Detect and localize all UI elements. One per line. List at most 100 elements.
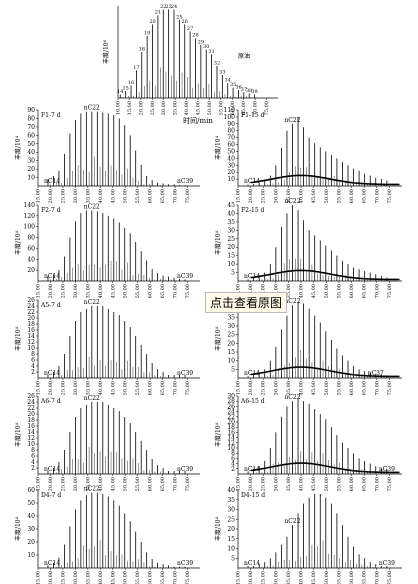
unresolved-complex-mixture [250,174,400,186]
x-tick-label: 40.00 [184,101,190,115]
x-tick-label: 55.00 [336,477,342,491]
x-tick-label: 30.00 [73,284,79,298]
y-tick-label: 40 [227,155,235,162]
x-tick-label: 30.00 [273,477,279,491]
y-tick-label: 4 [31,459,35,466]
x-tick-label: 15.00 [36,571,42,584]
chart-title: F2-7 d [41,207,61,214]
y-tick-label: 10 [227,358,235,365]
x-tick-label: 45.00 [110,381,116,395]
x-axis-label: 时间/min [183,116,213,125]
x-tick-label: 40.00 [299,381,305,395]
y-tick-label: 30 [227,393,235,400]
x-tick-label: 65.00 [362,284,368,298]
y-tick-label: 120 [24,213,36,220]
y-tick-label: 8 [231,450,235,457]
y-tick-label: 10 [27,441,35,448]
y-tick-label: 26 [227,403,235,410]
y-tick-label: 6 [231,455,235,462]
peak-label: 24 [171,4,177,10]
x-tick-label: 35.00 [173,101,179,115]
y-tick-label: 15 [227,253,235,260]
peak-label: nC14 [244,273,260,280]
chart-panel: 15.00 20.00 25.00 30.00 35.00 40.00 45.00 50.00… [214,198,402,298]
peak-label: nC14 [244,370,260,377]
y-tick-label: 12 [27,339,35,346]
x-tick-label: 45.00 [196,101,202,115]
x-tick-label: 55.00 [336,189,342,203]
x-tick-label: 35.00 [286,189,292,203]
chart-title: D4-7 d [41,492,61,499]
y-tick-label: 5 [231,270,235,277]
x-tick-label: 65.00 [160,477,166,491]
peak-label: nC39 [379,466,395,473]
x-tick-label: 60.00 [148,381,154,395]
y-tick-label: 16 [27,423,35,430]
y-tick-label: 40 [27,256,35,263]
y-tick-label: 22 [227,414,235,421]
x-tick-label: 75.00 [387,477,393,491]
x-tick-label: 60.00 [148,284,154,298]
x-tick-label: 50.00 [324,189,330,203]
peak-label: 25 [176,14,182,20]
y-tick-label: 10 [27,552,35,559]
peak-label: 22 [160,4,166,10]
x-tick-label: 15.00 [127,101,133,115]
x-tick-label: 65.00 [160,381,166,395]
x-tick-label: 25.00 [60,477,66,491]
x-tick-label: 30.00 [161,101,167,115]
unresolved-complex-mixture [250,462,400,474]
peak-label: 32 [214,60,220,66]
peak-label: nC14 [44,178,60,185]
peak-label: 23 [165,4,171,10]
y-tick-label: 14 [227,435,235,442]
peak-label: 26 [182,19,188,25]
x-tick-label: 25.00 [60,381,66,395]
chart-panel: 15.00 20.00 25.00 30.00 35.00 40.00 45.00 50.00… [14,202,200,298]
peak-label: nC22 [284,117,300,124]
x-tick-label: 65.00 [362,381,368,395]
peak-label: 28 [192,33,198,39]
y-tick-label: 24 [227,409,235,416]
peak-label: nC39 [177,370,193,377]
peak-label: nC22 [284,198,300,205]
y-tick-label: 25 [227,516,235,523]
y-tick-label: 20 [27,267,35,274]
y-tick-label: 24 [27,399,35,406]
x-tick-label: 70.00 [173,284,179,298]
peak-label: nC37 [368,370,384,377]
x-tick-label: 20.00 [48,571,54,584]
y-tick-label: 140 [24,202,36,209]
y-tick-label: 14 [27,429,35,436]
unresolved-complex-mixture [250,366,400,378]
y-tick-label: 8 [31,351,35,358]
y-tick-label: 22 [27,309,35,316]
x-tick-label: 25.00 [60,284,66,298]
x-tick-label: 25.00 [261,571,267,584]
x-tick-label: 25.00 [261,189,267,203]
x-tick-label: 55.00 [135,284,141,298]
y-tick-label: 28 [227,398,235,405]
x-tick-label: 20.00 [248,189,254,203]
x-tick-label: 20.00 [48,284,54,298]
x-tick-label: 60.00 [349,477,355,491]
peak-label: 14 [117,89,123,95]
x-tick-label: 45.00 [311,284,317,298]
y-tick-label: 30 [227,227,235,234]
x-tick-label: 40.00 [299,477,305,491]
view-original-button[interactable]: 点击查看原图 [205,292,288,313]
x-tick-label: 65.00 [362,477,368,491]
y-tick-label: 45 [227,202,235,209]
x-tick-label: 75.00 [185,381,191,395]
chart-title: A6-15 d [240,398,265,405]
y-axis-label: 丰度/10⁴ [214,516,222,541]
x-tick-label: 50.00 [123,477,129,491]
x-tick-label: 60.00 [349,381,355,395]
x-tick-label: 50.00 [324,381,330,395]
y-axis-label: 丰度/10⁴ [14,135,22,160]
x-tick-label: 40.00 [98,477,104,491]
peak-label: 27 [187,26,193,32]
peak-label: 36 [235,84,241,90]
chart-panel: 15.00 20.00 25.00 30.00 35.00 40.00 45.00 50.00… [214,107,402,203]
x-tick-label: 60.00 [148,189,154,203]
